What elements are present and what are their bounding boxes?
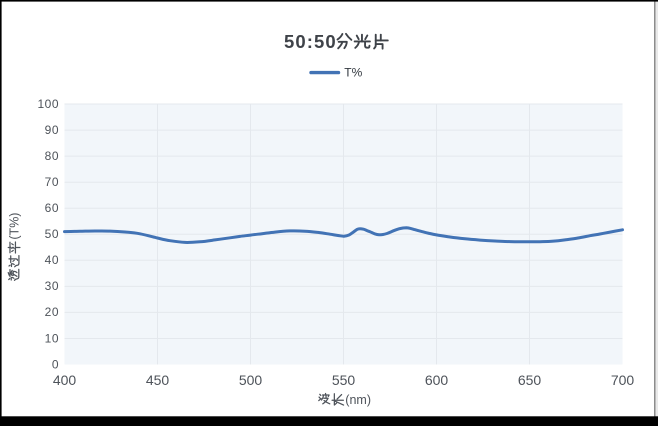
svg-text:80: 80	[45, 149, 59, 163]
svg-text:(T%): (T%)	[8, 213, 22, 240]
svg-text:T%: T%	[344, 65, 362, 79]
svg-text:550: 550	[332, 372, 356, 388]
svg-text:20: 20	[45, 305, 59, 319]
svg-text:50: 50	[45, 227, 59, 241]
svg-text:90: 90	[45, 123, 59, 137]
svg-text:400: 400	[53, 372, 77, 388]
svg-text:(nm): (nm)	[345, 393, 371, 407]
svg-text:50:50: 50:50	[284, 31, 337, 52]
svg-text:10: 10	[45, 331, 59, 345]
svg-text:650: 650	[518, 372, 542, 388]
svg-text:450: 450	[146, 372, 170, 388]
svg-text:0: 0	[52, 357, 59, 371]
svg-text:700: 700	[611, 372, 635, 388]
svg-text:70: 70	[45, 175, 59, 189]
svg-text:60: 60	[45, 201, 59, 215]
svg-text:30: 30	[45, 279, 59, 293]
svg-text:600: 600	[425, 372, 449, 388]
svg-text:500: 500	[239, 372, 263, 388]
svg-text:40: 40	[45, 253, 59, 267]
svg-text:100: 100	[37, 97, 59, 111]
